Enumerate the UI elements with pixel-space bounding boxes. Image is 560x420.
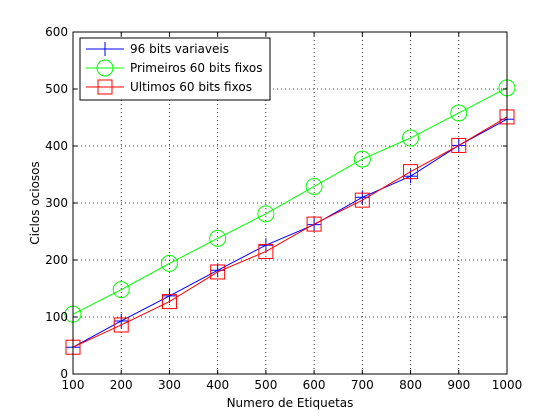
grid	[73, 32, 507, 374]
legend-item-2: Primeiros 60 bits fixos	[86, 59, 262, 77]
data-point	[450, 104, 468, 122]
y-tick-label: 500	[45, 82, 68, 96]
data-point	[258, 238, 273, 253]
y-tick-label: 200	[45, 253, 68, 267]
data-point	[258, 243, 274, 259]
y-axis-label: Ciclos ociosos	[28, 161, 42, 245]
legend-marker	[96, 59, 114, 77]
data-point	[305, 177, 323, 195]
data-point	[210, 264, 226, 280]
legend-label: Primeiros 60 bits fixos	[130, 61, 262, 75]
series-line	[72, 118, 508, 348]
y-tick-label: 600	[45, 25, 68, 39]
axis-ticks	[72, 31, 508, 375]
data-point	[354, 192, 370, 208]
x-tick-label: 600	[303, 378, 326, 392]
x-tick-label: 400	[206, 378, 229, 392]
legend-label: Ultimos 60 bits fixos	[130, 80, 252, 94]
legend-marker	[97, 79, 113, 95]
data-point	[257, 205, 275, 223]
data-point	[403, 164, 419, 180]
data-point	[113, 317, 129, 333]
y-tick-label: 0	[60, 367, 68, 381]
data-point	[402, 129, 420, 147]
data-point	[162, 288, 177, 303]
legend: 96 bits variaveis Primeiros 60 bits fixos…	[79, 37, 271, 101]
x-tick-label: 500	[254, 378, 277, 392]
y-tick-label: 400	[45, 139, 68, 153]
data-point	[112, 281, 130, 299]
x-tick-label: 900	[447, 378, 470, 392]
data-point	[161, 294, 177, 310]
legend-item-1: 96 bits variaveis	[86, 42, 229, 56]
x-axis-label: Numero de Etiquetas	[227, 396, 354, 410]
data-point	[209, 229, 227, 247]
legend-marker	[98, 42, 112, 56]
data-point	[306, 216, 322, 232]
data-point	[114, 313, 129, 328]
legend-label: 96 bits variaveis	[130, 42, 229, 56]
x-tick-label: 800	[399, 378, 422, 392]
x-tick-label: 1000	[492, 378, 523, 392]
legend-item-3: Ultimos 60 bits fixos	[86, 79, 252, 95]
data-point	[160, 254, 178, 272]
tick-labels: 100 200 300 400 500 600 700 800 900 1000010020030…	[45, 25, 522, 392]
x-tick-label: 200	[110, 378, 133, 392]
x-tick-label: 300	[158, 378, 181, 392]
data-point	[451, 137, 467, 153]
y-tick-label: 300	[45, 196, 68, 210]
data-point	[353, 150, 371, 168]
series-line	[72, 87, 508, 315]
series-line	[72, 116, 508, 348]
x-tick-label: 700	[351, 378, 374, 392]
y-tick-label: 100	[45, 310, 68, 324]
x-tick-label: 100	[62, 378, 85, 392]
